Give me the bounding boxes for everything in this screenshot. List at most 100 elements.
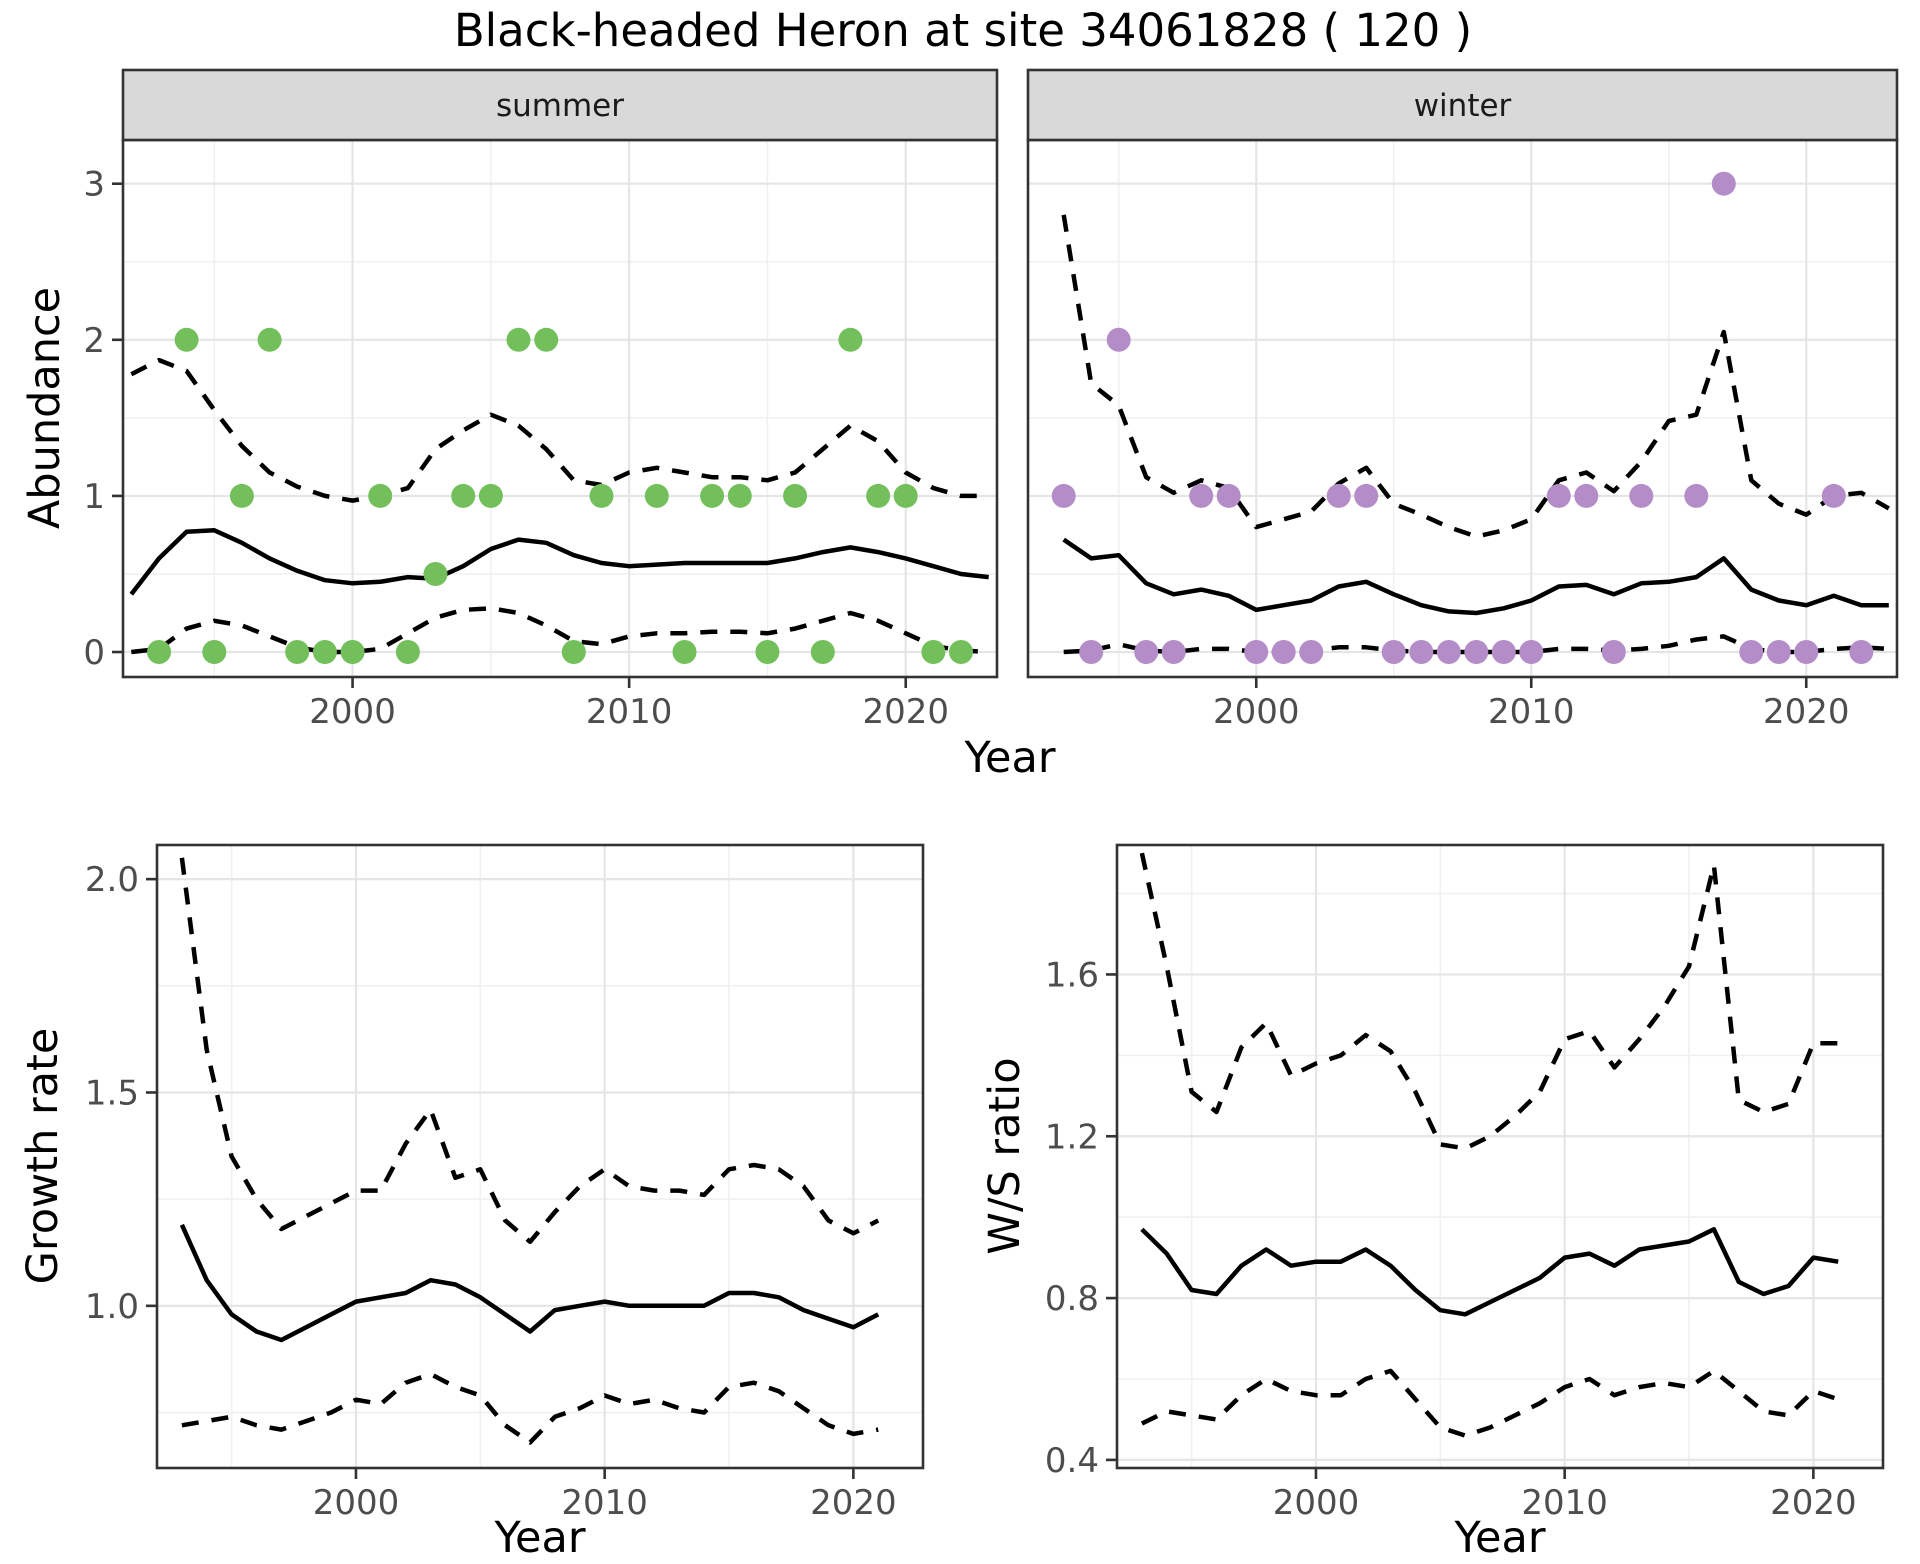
summer-observation-point (783, 483, 808, 508)
summer-observation-point (229, 483, 254, 508)
summer-observation-point (312, 640, 337, 664)
winter-observation-point (1849, 640, 1874, 664)
upper-ci-line (179, 857, 880, 1245)
x-tick-label: 2020 (810, 1483, 897, 1523)
panel-background (157, 845, 923, 1468)
winter-observation-point (1079, 640, 1104, 664)
winter-observation-point (1216, 483, 1241, 508)
winter-observation-point (1381, 640, 1406, 664)
summer-observation-point (727, 483, 752, 508)
x-tick-label: 2020 (1770, 1483, 1857, 1523)
data-layer (129, 327, 989, 664)
y-tick-label: 1.6 (1045, 955, 1099, 995)
winter-observation-point (1409, 640, 1434, 664)
winter-observation-point (1271, 640, 1296, 664)
summer-observation-point (478, 483, 503, 508)
median-line (179, 1223, 880, 1343)
winter-observation-point (1491, 640, 1516, 664)
upper-ci-line (130, 357, 989, 503)
winter-observation-point (1299, 640, 1324, 664)
summer-observation-point (368, 483, 393, 508)
median-line (1140, 1227, 1839, 1317)
summer-observation-point (257, 327, 282, 352)
x-tick-label: 2010 (1521, 1483, 1608, 1523)
summer-observation-point (921, 640, 946, 664)
panel-background (123, 140, 997, 677)
y-tick-label: 0.4 (1045, 1441, 1099, 1481)
summer-observation-point (423, 562, 448, 586)
x-tick-label: 2020 (1763, 692, 1850, 732)
panels-group: 2000 2010 2020 0 1 2 3 summer 2000 2010 2020 winter… (83, 68, 1899, 1523)
ylabel-abundance: Abundance (20, 287, 70, 529)
panel-background (1117, 845, 1883, 1468)
xlabel-year-ws: Year (1453, 1513, 1545, 1560)
summer-observation-point (589, 483, 614, 508)
winter-observation-point (1106, 327, 1131, 352)
panel-border (1115, 843, 1885, 1470)
winter-observation-point (1794, 640, 1819, 664)
upper-ci-line (1061, 214, 1890, 539)
xlabel-year-top: Year (963, 733, 1055, 783)
ylabel-growth-rate: Growth rate (18, 1028, 68, 1285)
winter-observation-point (1134, 640, 1159, 664)
summer-observation-point (451, 483, 476, 508)
lower-ci-line (1140, 1368, 1839, 1438)
winter-observation-point (1189, 483, 1214, 508)
summer-observation-point (147, 640, 171, 664)
winter-observation-point (1519, 640, 1544, 664)
summer-observation-point (340, 640, 365, 664)
xlabel-year-growth: Year (493, 1513, 585, 1560)
summer-observation-point (561, 640, 586, 664)
summer-observation-point (202, 640, 227, 664)
x-tick-label: 2020 (862, 692, 949, 732)
upper-ci-line (1139, 852, 1839, 1151)
winter-observation-point (1601, 640, 1626, 664)
winter-observation-point (1684, 483, 1709, 508)
y-tick-label: 1.0 (85, 1287, 139, 1327)
summer-observation-point (506, 327, 531, 352)
x-tick-label: 2000 (1213, 692, 1300, 732)
winter-observation-point (1326, 483, 1351, 508)
winter-observation-point (1629, 483, 1654, 508)
y-tick-label: 0 (83, 633, 105, 673)
x-tick-label: 2000 (309, 692, 396, 732)
x-tick-label: 2000 (1273, 1483, 1360, 1523)
summer-observation-point (534, 327, 559, 352)
facet-strip-winter (1026, 68, 1899, 142)
summer-observation-point (949, 640, 973, 664)
data-layer (1051, 171, 1890, 664)
winter-observation-point (1051, 483, 1076, 508)
summer-observation-point (174, 327, 199, 352)
y-tick-label: 1.2 (1045, 1117, 1099, 1157)
y-tick-label: 0.8 (1045, 1279, 1099, 1319)
winter-observation-point (1821, 483, 1846, 508)
panel-growth: 2000 2010 2020 1.0 1.5 2.0 (85, 843, 925, 1523)
winter-observation-point (1739, 640, 1764, 664)
winter-observation-point (1161, 640, 1186, 664)
strip-label-winter: winter (1414, 88, 1512, 124)
panel-ws: 2000 2010 2020 0.4 0.8 1.2 1.6 (1045, 843, 1885, 1523)
data-layer (1139, 852, 1839, 1438)
median-line (1062, 537, 1889, 616)
summer-observation-point (810, 640, 835, 664)
winter-observation-point (1711, 171, 1736, 196)
y-tick-label: 1 (83, 477, 105, 517)
x-tick-label: 2010 (586, 692, 673, 732)
median-line (129, 528, 989, 596)
y-tick-label: 2 (83, 321, 105, 361)
summer-observation-point (285, 640, 310, 664)
summer-observation-point (755, 640, 780, 664)
y-tick-label: 1.5 (85, 1073, 139, 1113)
data-layer (179, 857, 880, 1445)
winter-observation-point (1354, 483, 1379, 508)
lower-ci-line (181, 1371, 879, 1445)
winter-observation-point (1574, 483, 1599, 508)
winter-observation-point (1436, 640, 1461, 664)
x-tick-label: 2000 (313, 1483, 400, 1523)
winter-observation-point (1766, 640, 1791, 664)
ylabel-ws-ratio: W/S ratio (980, 1057, 1030, 1254)
summer-observation-point (893, 483, 918, 508)
panel-abundance_winter: 2000 2010 2020 winter (1026, 68, 1899, 732)
